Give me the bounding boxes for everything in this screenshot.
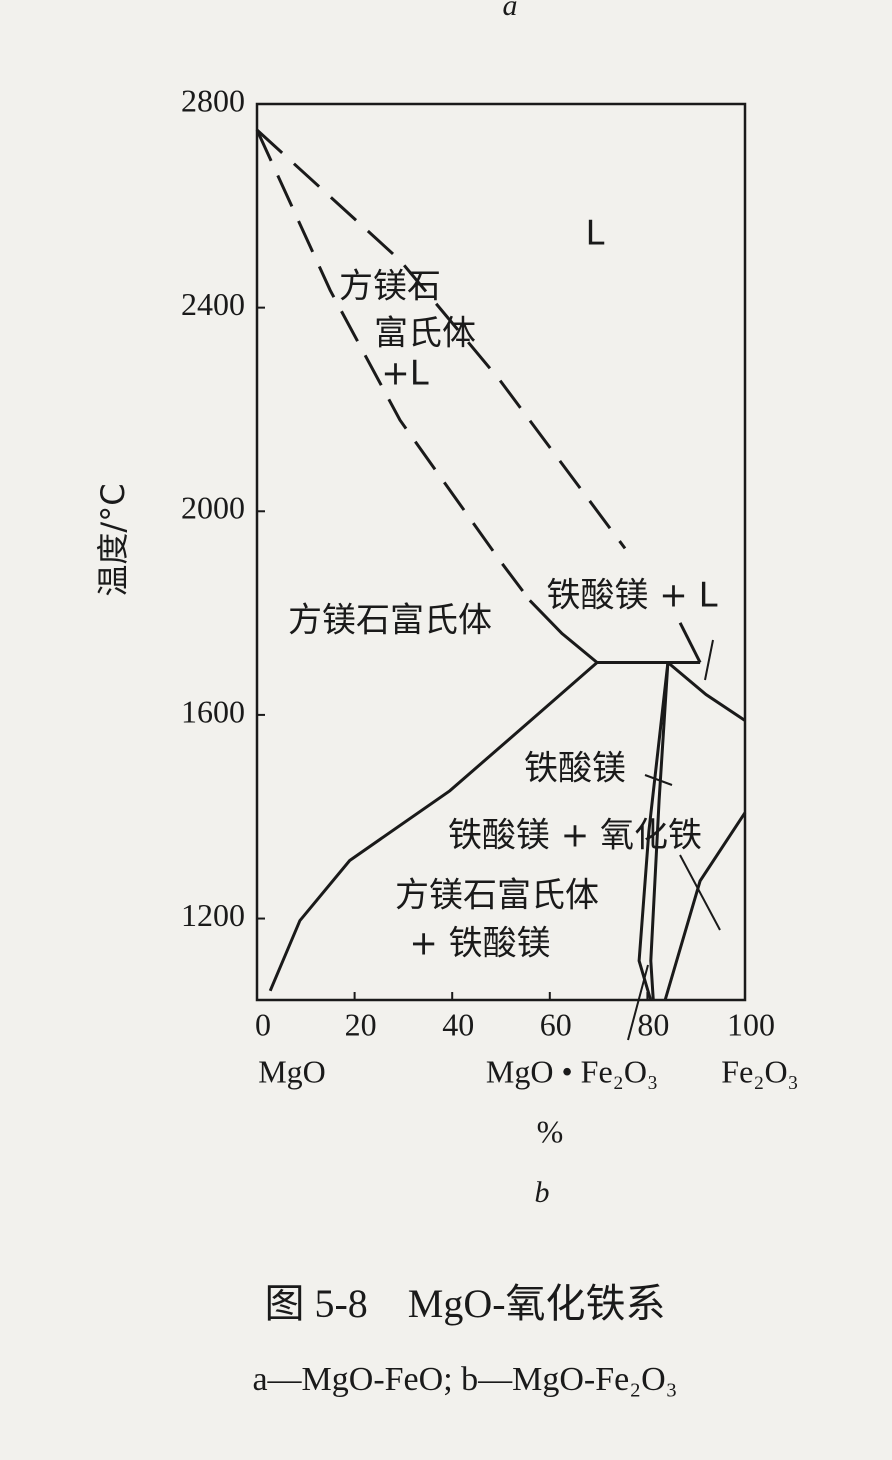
region-label: 富氏体 (374, 314, 476, 354)
y-tick-label: 1600 (181, 693, 245, 729)
y-axis-label: 温度/°C (94, 483, 132, 596)
y-tick-label: 1200 (181, 897, 245, 933)
leader-line (679, 854, 721, 931)
caption: 图 5-8 MgO-氧化铁系 (264, 1281, 665, 1326)
region-label: +L (381, 354, 428, 394)
phase-boundary (255, 129, 531, 602)
region-label: L (586, 214, 605, 254)
region-label: 方镁石富氏体 (288, 601, 492, 641)
phase-boundary (666, 661, 746, 722)
leader-line (704, 639, 714, 681)
region-label: 方镁石富氏体 (395, 876, 599, 916)
x-tick-label: 100 (727, 1006, 775, 1042)
phase-boundary (678, 622, 702, 664)
plot-frame (255, 102, 747, 1002)
leader-line (644, 774, 673, 786)
region-label: 方镁石 (339, 267, 441, 307)
y-tick-label: 2000 (181, 490, 245, 526)
panel-label: b (535, 1176, 550, 1209)
phase-boundary (528, 599, 701, 664)
phase-boundary (268, 661, 599, 992)
x-tick-label: 60 (540, 1006, 572, 1042)
x-tick-label: 40 (442, 1006, 474, 1042)
y-tick-label: 2400 (181, 286, 245, 322)
subcaption: a—MgO-FeO; b—MgO-Fe₂O₃ (252, 1361, 677, 1398)
y-tick-label: 2800 (181, 82, 245, 118)
composition-label: Fe₂O₃ (721, 1053, 798, 1089)
composition-label: MgO • Fe₂O₃ (486, 1053, 658, 1089)
x-tick-label: 0 (255, 1006, 271, 1042)
composition-label: MgO (258, 1053, 326, 1089)
region-label: 铁酸镁 + 氧化铁 (448, 816, 702, 856)
phase-boundary (649, 662, 670, 1001)
phase-boundary (663, 811, 747, 1001)
x-tick-label: 20 (345, 1006, 377, 1042)
x-tick-label: 80 (637, 1006, 669, 1042)
region-label: 铁酸镁 + L (546, 576, 717, 616)
region-label: 铁酸镁 (524, 749, 626, 789)
phase-boundary (637, 662, 670, 1001)
top-label: a (503, 0, 518, 22)
x-axis-label: % (537, 1113, 564, 1149)
phase-boundary (255, 128, 627, 550)
region-label: + 铁酸镁 (409, 924, 550, 964)
